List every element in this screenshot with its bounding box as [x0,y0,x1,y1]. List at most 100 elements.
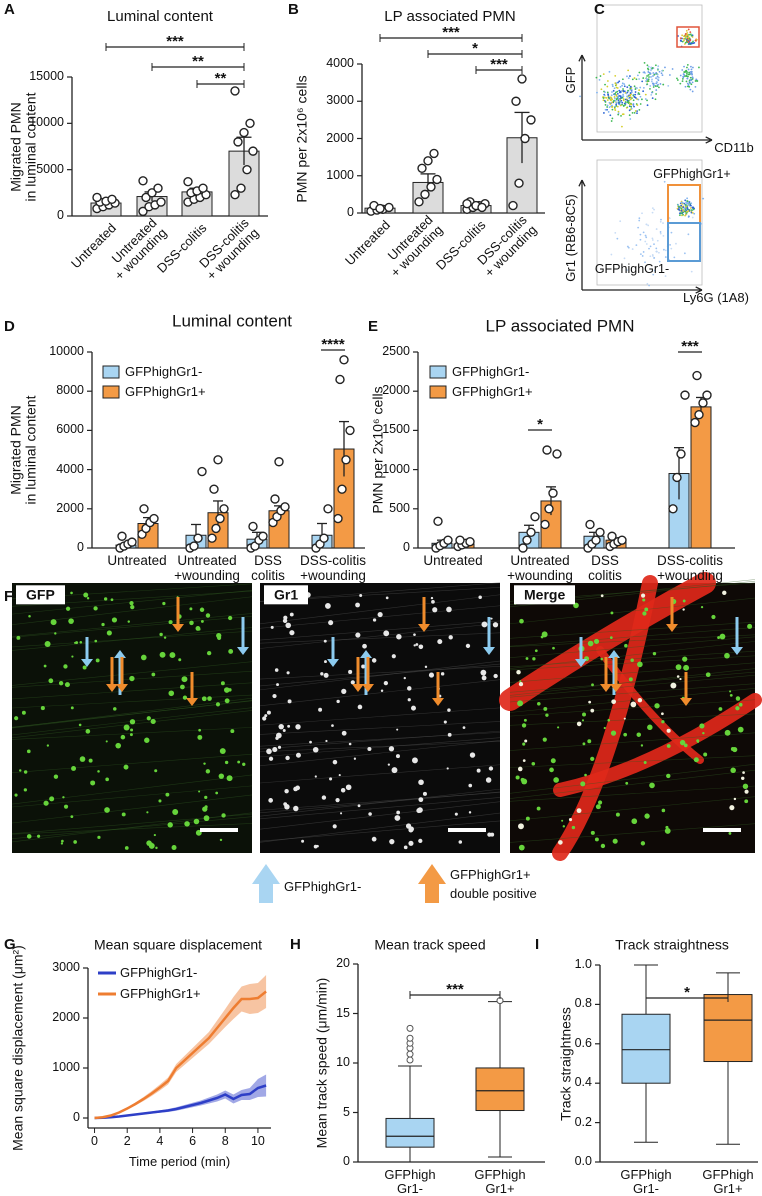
flow-event [691,211,694,214]
flow-event [670,231,673,234]
fiber [259,812,501,843]
cell [340,788,346,793]
y-axis-label: Mean square displacement (μm²) [9,945,26,1151]
cell [682,656,688,662]
cell [418,779,424,786]
fiber [509,823,756,843]
flow-event [653,257,655,259]
significance-label: **** [321,335,345,353]
cell [624,643,628,648]
data-point [248,146,258,156]
data-point [544,504,554,514]
flow-event [685,205,687,208]
data-point [694,410,704,420]
cell [318,707,323,712]
y-tick-label: 0.8 [574,996,592,1011]
cell [37,834,41,838]
flow-event [663,248,665,251]
cell [97,770,100,773]
flow-event [609,114,612,117]
bar [690,406,712,549]
significance-label: * [472,39,478,57]
flow-event [664,256,667,258]
cell [224,698,230,704]
x-tick-label: Untreated +wounding [507,553,573,583]
fiber [509,713,756,726]
flow-event [614,92,616,95]
flow-event [629,118,632,120]
data-point [595,527,605,538]
flow-event [643,61,646,64]
data-point [197,466,207,477]
cell [53,774,59,779]
flow-event [620,95,623,98]
data-point [517,74,527,84]
flow-event [606,80,609,82]
panel-letter: D [4,317,15,335]
panel-letter: I [535,935,540,953]
cell [481,675,487,681]
flow-event [689,39,692,42]
cell [71,655,74,658]
flow-event [631,248,634,250]
flow-event [617,96,620,99]
cell [594,638,600,644]
flow-event [621,82,624,85]
flow-event [613,87,616,90]
cell [63,804,69,809]
cell [630,658,634,663]
flow-event [695,80,697,82]
data-point [542,445,552,455]
y-axis-label: Migrated PMN in luminal content [7,395,39,505]
cell [129,719,136,725]
flow-event [655,89,658,91]
flow-plot-frame [596,4,703,133]
legend-swatch [102,385,120,399]
flow-event [651,239,654,241]
cell [557,726,560,729]
outlier [406,1034,414,1042]
flow-event [637,98,640,101]
chart-title: Mean square displacement [93,936,263,953]
cell [204,795,208,800]
flow-event [656,75,659,78]
cell [71,765,77,771]
cell [415,643,419,646]
data-point [239,127,249,138]
cell [558,840,563,845]
line [94,1084,267,1120]
fiber [259,622,501,649]
cell [458,840,463,844]
flow-event [627,102,630,104]
flow-event [651,78,653,81]
cell [348,742,352,746]
cell [127,620,130,623]
flow-event [661,69,663,72]
fiber [11,753,253,773]
flow-event [612,100,615,103]
fiber [11,697,253,728]
flow-event [654,98,657,101]
cell [413,633,416,637]
cell [521,723,527,728]
cell [637,661,643,668]
cell [61,839,64,843]
cell [446,606,452,613]
flow-event [606,108,608,111]
data-point [455,535,465,545]
flow-event [635,78,638,81]
data-point [429,148,439,159]
flow-event [651,97,654,100]
flow-event [659,83,662,85]
fiber [509,627,756,647]
outlier [406,1056,414,1064]
box [621,1013,671,1084]
cell [368,812,372,816]
cell [609,636,613,639]
data-point [690,417,700,428]
flow-event [652,255,654,257]
cell [60,842,64,845]
flow-event [606,106,609,108]
line [94,990,267,1120]
